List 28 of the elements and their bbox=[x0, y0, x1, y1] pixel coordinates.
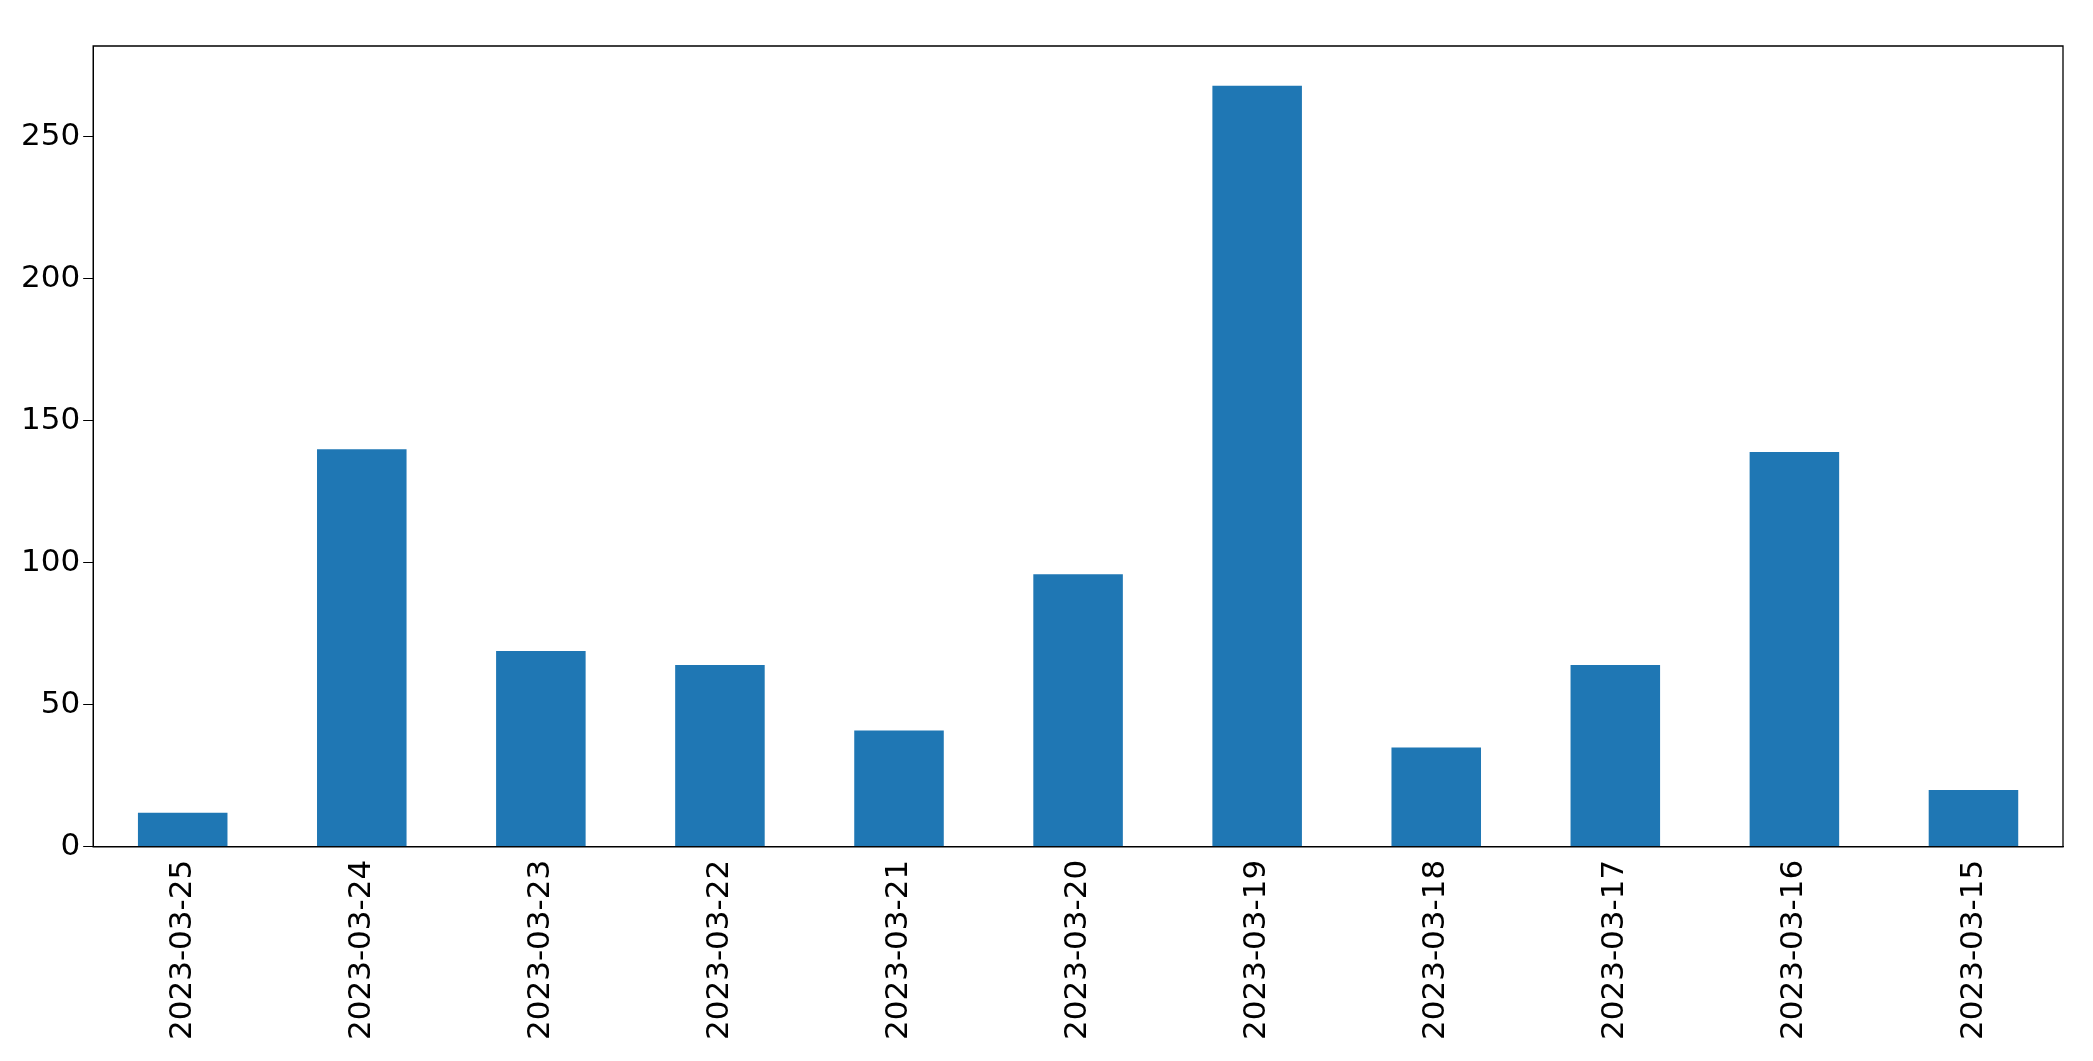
x-tick-label: 2023-03-19 bbox=[1236, 859, 1273, 1041]
y-tick-label: 200 bbox=[21, 257, 81, 294]
y-tick-label: 100 bbox=[21, 541, 81, 578]
y-tick-label: 150 bbox=[21, 399, 81, 436]
bar bbox=[854, 730, 944, 847]
bar bbox=[1391, 747, 1482, 847]
bar bbox=[317, 449, 407, 847]
bar bbox=[1928, 790, 2019, 847]
bar bbox=[675, 665, 765, 847]
x-tick-label: 2023-03-16 bbox=[1773, 859, 1810, 1041]
bar bbox=[1570, 665, 1661, 847]
bar bbox=[137, 812, 228, 847]
x-tick-label: 2023-03-21 bbox=[878, 859, 915, 1041]
x-tick-label: 2023-03-23 bbox=[519, 859, 556, 1041]
y-tick-label: 50 bbox=[40, 683, 81, 720]
x-tick-label: 2023-03-18 bbox=[1415, 859, 1452, 1041]
x-tick-label: 2023-03-25 bbox=[161, 859, 198, 1041]
x-tick-label: 2023-03-20 bbox=[1057, 859, 1094, 1041]
x-tick-label: 2023-03-17 bbox=[1594, 859, 1631, 1041]
x-tick-label: 2023-03-24 bbox=[340, 859, 377, 1041]
bar bbox=[1749, 452, 1840, 847]
x-tick-label: 2023-03-22 bbox=[698, 859, 735, 1041]
y-tick-label: 0 bbox=[60, 825, 81, 862]
x-tick-label: 2023-03-15 bbox=[1952, 859, 1989, 1041]
bar bbox=[1212, 85, 1302, 847]
bar bbox=[496, 650, 586, 847]
y-tick-label: 250 bbox=[21, 115, 81, 152]
bar bbox=[1033, 574, 1123, 847]
